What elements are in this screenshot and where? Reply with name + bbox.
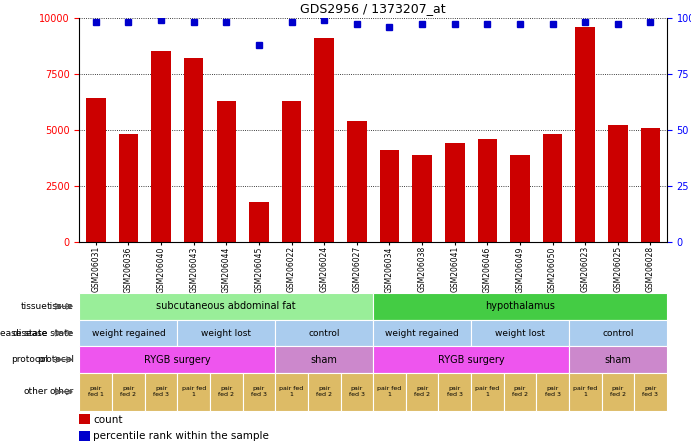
Bar [373,293,667,320]
Text: pair fed
1: pair fed 1 [475,386,500,397]
Bar [178,320,275,346]
Bar [275,373,308,411]
Text: pair
fed 3: pair fed 3 [643,386,659,397]
Bar [249,202,269,242]
Bar [373,373,406,411]
Text: pair fed
1: pair fed 1 [377,386,401,397]
Bar [406,373,438,411]
Text: weight regained: weight regained [385,329,459,337]
Text: sham: sham [311,355,338,365]
Text: pair
fed 2: pair fed 2 [414,386,430,397]
Bar [119,135,138,242]
Bar [634,373,667,411]
Bar [178,373,210,411]
Bar [536,373,569,411]
Bar [79,373,112,411]
Bar [79,431,90,440]
Bar [438,373,471,411]
Bar [308,373,341,411]
Text: weight lost: weight lost [201,329,252,337]
Text: disease state: disease state [14,329,74,337]
Text: pair
fed 2: pair fed 2 [218,386,234,397]
Bar [373,320,471,346]
Bar [477,139,497,242]
Text: pair
fed 2: pair fed 2 [610,386,626,397]
Text: control: control [308,329,340,337]
Bar [471,320,569,346]
Bar [112,373,144,411]
Bar [379,150,399,242]
Bar [576,27,595,242]
Bar [347,121,367,242]
Text: pair
fed 2: pair fed 2 [512,386,528,397]
Text: pair
fed 3: pair fed 3 [349,386,365,397]
Bar [471,373,504,411]
Text: other: other [23,387,48,396]
Bar [413,155,432,242]
Bar [602,373,634,411]
Text: protocol: protocol [37,355,74,364]
Text: pair
fed 3: pair fed 3 [446,386,463,397]
Bar [86,99,106,242]
Text: pair
fed 1: pair fed 1 [88,386,104,397]
Text: pair
fed 2: pair fed 2 [120,386,136,397]
Text: tissue: tissue [21,302,48,311]
Text: pair fed
1: pair fed 1 [182,386,206,397]
Bar [243,373,275,411]
Text: pair fed
1: pair fed 1 [573,386,597,397]
Bar [373,346,569,373]
Text: sham: sham [605,355,632,365]
Bar [314,38,334,242]
Text: other: other [50,387,74,396]
Bar [184,58,203,242]
Bar [569,320,667,346]
Text: pair
fed 3: pair fed 3 [545,386,560,397]
Bar [79,320,178,346]
Text: tissue: tissue [47,302,74,311]
Text: percentile rank within the sample: percentile rank within the sample [93,431,269,441]
Text: pair
fed 2: pair fed 2 [316,386,332,397]
Text: control: control [602,329,634,337]
Bar [275,346,373,373]
Text: pair
fed 3: pair fed 3 [153,386,169,397]
Bar [445,143,464,242]
Bar [569,373,602,411]
Bar [216,101,236,242]
Bar [341,373,373,411]
Bar [144,373,178,411]
Bar [282,101,301,242]
Text: weight lost: weight lost [495,329,545,337]
Text: pair fed
1: pair fed 1 [279,386,303,397]
Text: pair
fed 3: pair fed 3 [251,386,267,397]
Bar [210,373,243,411]
Text: disease state: disease state [0,329,48,337]
Bar [151,52,171,242]
Bar [79,414,90,424]
Bar [275,320,373,346]
Bar [79,346,275,373]
Text: weight regained: weight regained [91,329,165,337]
Bar [569,346,667,373]
Bar [510,155,530,242]
Bar [543,135,562,242]
Title: GDS2956 / 1373207_at: GDS2956 / 1373207_at [301,2,446,15]
Text: RYGB surgery: RYGB surgery [437,355,504,365]
Bar [641,127,661,242]
Bar [608,125,627,242]
Text: protocol: protocol [10,355,48,364]
Text: subcutaneous abdominal fat: subcutaneous abdominal fat [156,301,296,311]
Text: count: count [93,415,123,425]
Bar [79,293,373,320]
Bar [504,373,536,411]
Text: RYGB surgery: RYGB surgery [144,355,211,365]
Text: hypothalamus: hypothalamus [485,301,555,311]
